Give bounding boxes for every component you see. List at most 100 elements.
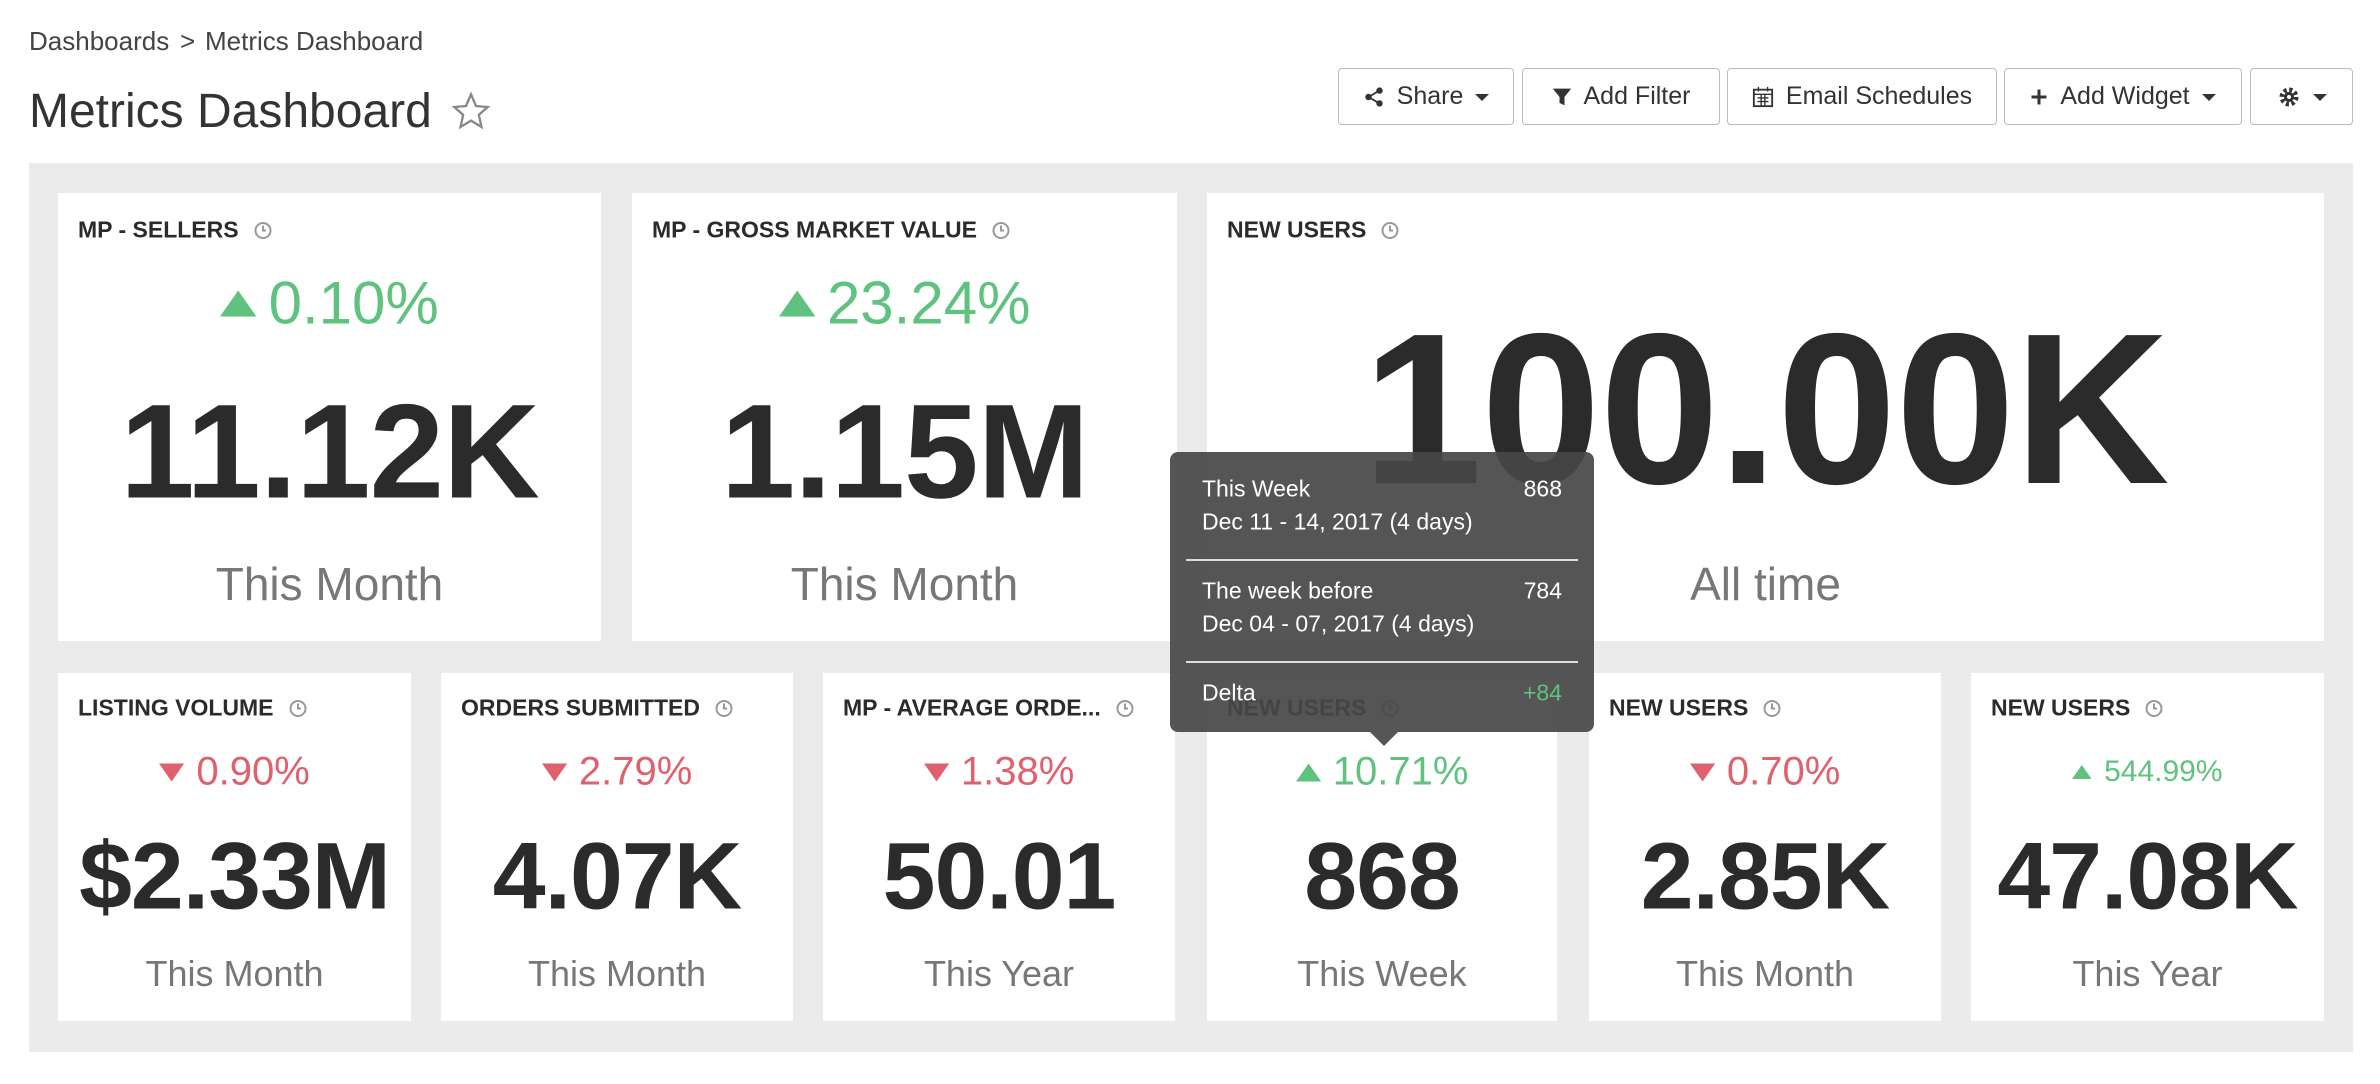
trend-arrow bbox=[1295, 763, 1321, 781]
tooltip-arrow bbox=[1370, 732, 1398, 746]
tooltip-dates: Dec 11 - 14, 2017 (4 days) bbox=[1202, 508, 1473, 535]
metric-value: 868 bbox=[1304, 823, 1461, 930]
button-label: Email Schedules bbox=[1785, 82, 1973, 110]
change-value: 544.99% bbox=[2104, 755, 2223, 788]
tooltip-label: The week before bbox=[1202, 577, 1374, 604]
change-value: 2.79% bbox=[578, 749, 693, 794]
widget-card: NEW USERS 100.00K All time bbox=[1207, 193, 2324, 641]
trend-arrow bbox=[159, 763, 185, 781]
change-value: 23.24% bbox=[826, 269, 1031, 337]
widget-title-text: MP - AVERAGE ORDE... bbox=[843, 694, 1101, 721]
change-value: 1.38% bbox=[960, 749, 1075, 794]
settings-button[interactable] bbox=[2250, 68, 2353, 125]
widget-card: NEW USERS 544.99% 47.08K This Year bbox=[1971, 673, 2324, 1021]
star-icon[interactable] bbox=[451, 91, 491, 131]
trend-arrow bbox=[2072, 765, 2093, 779]
widget-title: MP - AVERAGE ORDE... bbox=[843, 695, 1135, 722]
tooltip-dates: Dec 04 - 07, 2017 (4 days) bbox=[1202, 610, 1475, 637]
trend-arrow bbox=[923, 763, 949, 781]
tooltip-value: 868 bbox=[1523, 475, 1562, 502]
widget-title: NEW USERS bbox=[1609, 695, 1782, 722]
widget-title: ORDERS SUBMITTED bbox=[461, 695, 734, 722]
metric-value: 2.85K bbox=[1640, 823, 1891, 930]
metric-period: This Week bbox=[1297, 953, 1467, 994]
email-schedules-button[interactable]: Email Schedules bbox=[1727, 68, 1997, 125]
clock-icon bbox=[1380, 220, 1400, 240]
breadcrumb-current: Metrics Dashboard bbox=[205, 26, 424, 56]
tooltip-delta: +84 bbox=[1522, 679, 1562, 706]
button-label: Add Widget bbox=[2060, 82, 2190, 110]
change-indicator: 0.70% bbox=[1589, 750, 1941, 795]
change-indicator: 544.99% bbox=[1971, 755, 2324, 789]
widget-title-text: ORDERS SUBMITTED bbox=[461, 694, 700, 721]
metric-period: This Month bbox=[1675, 953, 1855, 994]
change-indicator: 10.71% bbox=[1207, 750, 1557, 795]
clock-icon bbox=[1762, 698, 1782, 718]
breadcrumb-separator: > bbox=[180, 26, 196, 56]
metric-value: 4.07K bbox=[492, 823, 743, 930]
metric-period: All time bbox=[1690, 558, 1841, 610]
breadcrumb-link[interactable]: Dashboards bbox=[29, 26, 170, 56]
change-value: 0.10% bbox=[268, 269, 439, 337]
metric-value: $2.33M bbox=[79, 823, 391, 930]
change-value: 0.70% bbox=[1726, 749, 1841, 794]
change-value: 0.90% bbox=[196, 749, 310, 794]
metric-period: This Month bbox=[527, 953, 707, 994]
trend-arrow bbox=[220, 290, 257, 316]
button-label: Share bbox=[1396, 82, 1464, 110]
trend-arrow bbox=[541, 763, 567, 781]
widget-title-text: LISTING VOLUME bbox=[78, 694, 274, 721]
clock-icon bbox=[288, 698, 308, 718]
share-button[interactable]: Share bbox=[1338, 68, 1514, 125]
widget-title: NEW USERS bbox=[1227, 217, 1400, 244]
widget-card: NEW USERS 0.70% 2.85K This Month bbox=[1589, 673, 1941, 1021]
metric-value: 1.15M bbox=[720, 377, 1089, 527]
tooltip-value: 784 bbox=[1523, 577, 1562, 604]
widget-card: ORDERS SUBMITTED 2.79% 4.07K This Month bbox=[441, 673, 793, 1021]
widget-card: MP - GROSS MARKET VALUE 23.24% 1.15M This M… bbox=[632, 193, 1177, 641]
clock-icon bbox=[2144, 698, 2164, 718]
widget-title: NEW USERS bbox=[1991, 695, 2164, 722]
widget-title-text: MP - SELLERS bbox=[78, 216, 239, 243]
trend-arrow bbox=[778, 290, 815, 316]
metric-value: 11.12K bbox=[120, 377, 540, 527]
widget-title: MP - SELLERS bbox=[78, 217, 273, 244]
page-title: Metrics Dashboard bbox=[29, 84, 491, 139]
trend-arrow bbox=[1689, 763, 1715, 781]
widget-title-text: NEW USERS bbox=[1227, 216, 1367, 243]
add-filter-button[interactable]: Add Filter bbox=[1522, 68, 1720, 125]
metric-period: This Year bbox=[923, 953, 1075, 994]
tooltip: This Week 868 Dec 11 - 14, 2017 (4 days)… bbox=[1170, 452, 1594, 746]
clock-icon bbox=[253, 220, 273, 240]
widget-card: LISTING VOLUME 0.90% $2.33M This Month bbox=[58, 673, 411, 1021]
add-widget-button[interactable]: Add Widget bbox=[2004, 68, 2242, 125]
clock-icon bbox=[714, 698, 734, 718]
tooltip-label: Delta bbox=[1202, 679, 1256, 706]
change-value: 10.71% bbox=[1332, 749, 1469, 794]
widget-title: LISTING VOLUME bbox=[78, 695, 308, 722]
tooltip-label: This Week bbox=[1202, 475, 1311, 502]
metric-value: 47.08K bbox=[1997, 823, 2298, 930]
button-label: Add Filter bbox=[1583, 82, 1691, 110]
metric-period: This Month bbox=[215, 558, 444, 610]
widget-title-text: NEW USERS bbox=[1609, 694, 1749, 721]
metric-value: 50.01 bbox=[882, 823, 1117, 930]
widget-title-text: NEW USERS bbox=[1991, 694, 2131, 721]
tooltip-divider bbox=[1186, 559, 1578, 561]
tooltip-divider bbox=[1186, 661, 1578, 663]
metric-period: This Month bbox=[145, 953, 324, 994]
metric-period: This Year bbox=[2072, 953, 2223, 994]
change-indicator: 23.24% bbox=[632, 269, 1177, 338]
widget-card: MP - SELLERS 0.10% 11.12K This Month bbox=[58, 193, 601, 641]
metric-period: This Month bbox=[790, 558, 1019, 610]
clock-icon bbox=[991, 220, 1011, 240]
change-indicator: 0.90% bbox=[58, 750, 411, 795]
title-text: Metrics Dashboard bbox=[29, 85, 432, 138]
widget-card: MP - AVERAGE ORDE... 1.38% 50.01 This Year bbox=[823, 673, 1175, 1021]
widget-title: MP - GROSS MARKET VALUE bbox=[652, 217, 1011, 244]
change-indicator: 1.38% bbox=[823, 750, 1175, 795]
clock-icon bbox=[1115, 698, 1135, 718]
change-indicator: 2.79% bbox=[441, 750, 793, 795]
change-indicator: 0.10% bbox=[58, 269, 601, 338]
